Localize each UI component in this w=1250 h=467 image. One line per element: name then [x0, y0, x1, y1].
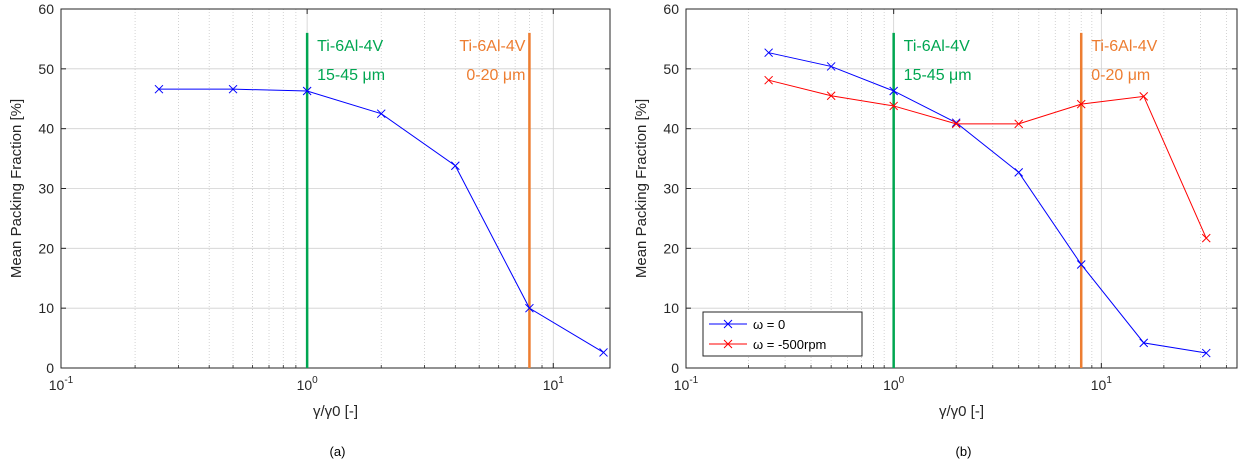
y-tick-label: 20 [663, 240, 679, 256]
marker-stroke [889, 101, 899, 111]
marker-stroke [1014, 119, 1024, 129]
y-tick-label: 50 [38, 61, 54, 77]
data-point [889, 86, 899, 96]
marker-stroke [1076, 260, 1086, 269]
data-point [826, 62, 836, 71]
x-tick-label: 101 [543, 375, 565, 393]
x-tick-label: 10-1 [674, 375, 699, 393]
legend-marker [723, 319, 733, 329]
data-point [450, 161, 460, 171]
reference-label: 0-20 μm [1091, 67, 1150, 84]
reference-label: Ti-6Al-4V [904, 38, 970, 55]
data-point [1076, 260, 1086, 269]
data-point [1076, 99, 1086, 109]
chart-b: 0 10 20 30 40 50 60 10-1 100 101 γ/γ0 [-] Mean Pack… [633, 1, 1238, 459]
marker-stroke [764, 75, 773, 85]
legend-marker [723, 339, 733, 349]
reference-label: 15-45 μm [317, 67, 385, 84]
legend-label: ω = -500rpm [753, 337, 826, 352]
marker-stroke [826, 91, 836, 101]
legend-box [702, 311, 863, 357]
y-tick-label: 40 [38, 121, 54, 137]
data-point [1139, 92, 1149, 101]
series-line [768, 52, 1207, 354]
data-point [154, 84, 164, 94]
y-tick-label: 60 [663, 1, 679, 17]
y-tick-label: 10 [663, 300, 679, 316]
y-tick-label: 0 [671, 360, 679, 376]
y-axis-label: Mean Packing Fraction [%] [8, 99, 25, 278]
marker-stroke [1139, 92, 1149, 101]
marker-stroke [1014, 167, 1024, 177]
marker-stroke [376, 109, 386, 119]
marker-stroke [1076, 99, 1086, 109]
data-point [1014, 167, 1024, 177]
x-axis-label: γ/γ0 [-] [939, 403, 984, 420]
marker-stroke [154, 84, 164, 94]
marker-stroke [228, 84, 238, 94]
x-tick-label: 10-1 [49, 375, 74, 393]
chart-a: 0 10 20 30 40 50 60 10-1 100 101 γ/γ0 [-] Mean Pack… [8, 1, 611, 459]
reference-label: Ti-6Al-4V [459, 38, 525, 55]
y-tick-label: 30 [663, 181, 679, 197]
data-point [1201, 348, 1211, 358]
data-point [525, 303, 534, 313]
data-point [826, 91, 836, 101]
data-point [764, 75, 773, 85]
data-point [302, 86, 312, 96]
x-axis-label: γ/γ0 [-] [313, 403, 358, 420]
data-point [889, 101, 899, 111]
series [154, 84, 608, 357]
data-point [764, 48, 773, 58]
y-axis-label: Mean Packing Fraction [%] [633, 99, 650, 278]
marker-stroke [599, 348, 608, 357]
panel-caption: (a) [330, 444, 346, 459]
marker-stroke [1201, 233, 1211, 243]
x-tick-label: 100 [883, 375, 905, 393]
y-tick-label: 0 [46, 360, 54, 376]
data-point [599, 348, 608, 357]
data-point [1201, 233, 1211, 243]
data-point [1139, 338, 1149, 348]
data-point [376, 109, 386, 119]
legend: ω = 0 ω = -500rpm [702, 311, 863, 357]
x-tick-label: 100 [297, 375, 319, 393]
data-point [951, 119, 961, 129]
reference-label: Ti-6Al-4V [1091, 38, 1157, 55]
marker-stroke [302, 86, 312, 96]
series [764, 75, 1211, 243]
marker-stroke [450, 161, 460, 171]
marker-stroke [889, 86, 899, 96]
x-tick-label: 101 [1091, 375, 1113, 393]
data-point [951, 118, 961, 128]
marker-stroke [951, 119, 961, 129]
reference-label: Ti-6Al-4V [317, 38, 383, 55]
series-line [768, 79, 1207, 239]
y-tick-label: 30 [38, 181, 54, 197]
reference-label: 15-45 μm [904, 67, 972, 84]
y-tick-label: 40 [663, 121, 679, 137]
y-tick-label: 20 [38, 240, 54, 256]
reference-label: 0-20 μm [466, 67, 525, 84]
data-point [1014, 119, 1024, 129]
marker-stroke [951, 118, 961, 128]
data-point [228, 84, 238, 94]
series [764, 48, 1211, 358]
marker-stroke [1139, 338, 1149, 348]
y-tick-label: 50 [663, 61, 679, 77]
marker-stroke [764, 48, 773, 58]
y-tick-label: 60 [38, 1, 54, 17]
legend-label: ω = 0 [753, 317, 785, 332]
y-tick-label: 10 [38, 300, 54, 316]
panel-caption: (b) [956, 444, 972, 459]
marker-stroke [1201, 348, 1211, 358]
marker-stroke [525, 303, 534, 313]
marker-stroke [826, 62, 836, 71]
